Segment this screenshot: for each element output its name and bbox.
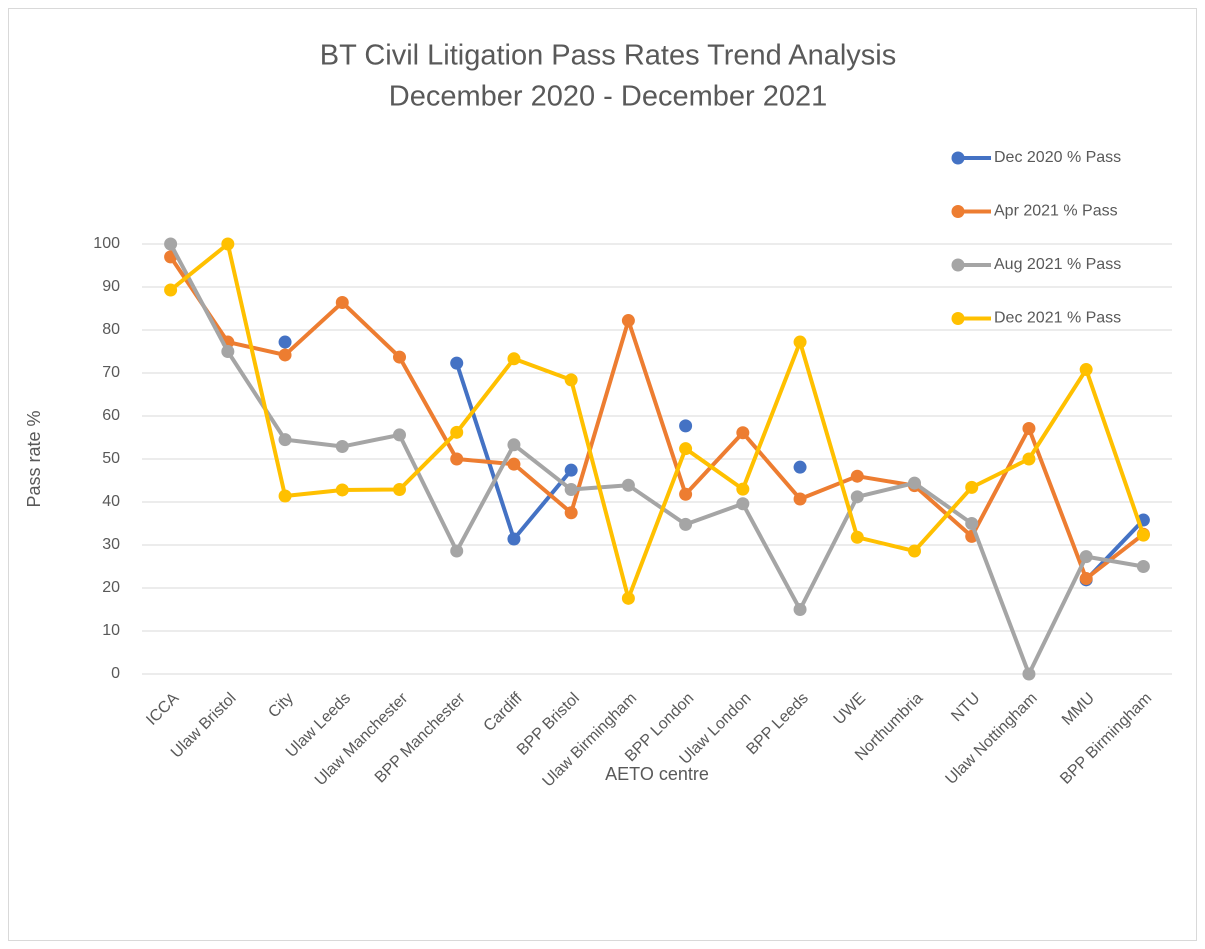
legend-label: Aug 2021 % Pass — [994, 256, 1121, 273]
data-point — [621, 478, 635, 492]
data-point — [564, 506, 578, 520]
data-point — [564, 483, 578, 497]
legend-marker — [951, 312, 965, 325]
data-point — [1079, 550, 1093, 564]
data-point — [1136, 560, 1150, 573]
series-line — [168, 243, 1144, 676]
y-tick-label: 90 — [102, 278, 120, 295]
y-tick-label: 30 — [102, 536, 120, 553]
y-tick-label: 10 — [102, 622, 120, 639]
data-point — [278, 348, 292, 362]
legend-marker — [951, 151, 965, 165]
data-point — [621, 314, 635, 328]
data-point — [393, 428, 406, 442]
data-point — [850, 469, 864, 483]
data-point — [564, 373, 578, 387]
data-point — [736, 426, 750, 440]
legend-label: Dec 2021 % Pass — [994, 310, 1121, 327]
legend-label: Apr 2021 % Pass — [994, 203, 1118, 220]
data-point — [507, 532, 521, 546]
data-point — [507, 438, 521, 452]
legend-label: Dec 2020 % Pass — [994, 149, 1121, 166]
y-tick-label: 80 — [102, 321, 120, 338]
legend-marker — [951, 205, 965, 218]
data-point — [1079, 572, 1093, 586]
data-point — [450, 544, 464, 558]
data-point — [679, 517, 693, 531]
x-axis-title: AETO centre — [605, 764, 709, 784]
data-point — [1022, 421, 1036, 435]
data-point — [278, 433, 292, 447]
data-point — [450, 425, 464, 439]
data-point — [1079, 363, 1093, 377]
data-point — [393, 350, 406, 364]
data-point — [450, 356, 464, 370]
y-tick-label: 50 — [102, 450, 120, 467]
data-point — [1136, 528, 1150, 542]
data-point — [164, 283, 178, 297]
data-point — [335, 440, 349, 454]
chart-subtitle: December 2020 - December 2021 — [389, 81, 827, 113]
y-tick-label: 20 — [102, 579, 120, 596]
data-point — [850, 490, 864, 504]
y-axis-title: Pass rate % — [24, 410, 44, 507]
data-point — [278, 489, 292, 503]
data-point — [793, 335, 807, 349]
legend-marker — [951, 258, 965, 272]
data-point — [679, 419, 693, 433]
data-point — [908, 544, 921, 558]
data-point — [1022, 667, 1036, 681]
data-point — [221, 345, 235, 358]
data-point — [679, 442, 693, 456]
y-tick-label: 40 — [102, 493, 120, 510]
data-point — [393, 483, 406, 497]
data-point — [278, 335, 292, 349]
data-point — [850, 530, 864, 544]
data-point — [965, 517, 979, 530]
data-point — [793, 603, 807, 616]
data-point — [908, 476, 921, 490]
data-point — [507, 457, 521, 471]
data-point — [793, 492, 807, 506]
data-point — [1022, 452, 1036, 466]
y-tick-label: 70 — [102, 364, 120, 381]
series-line — [169, 242, 1146, 601]
data-point — [507, 352, 521, 366]
y-tick-label: 100 — [93, 235, 120, 252]
series-line — [168, 255, 1145, 581]
data-point — [793, 460, 807, 474]
y-tick-label: 0 — [111, 665, 120, 682]
data-point — [335, 483, 349, 497]
y-tick-label: 60 — [102, 407, 120, 424]
data-point — [965, 480, 979, 494]
data-point — [450, 452, 464, 466]
data-point — [164, 237, 178, 251]
data-point — [564, 463, 578, 477]
data-point — [679, 487, 693, 501]
data-point — [736, 482, 750, 496]
data-point — [221, 237, 235, 251]
data-point — [621, 591, 635, 605]
data-point — [736, 497, 750, 511]
chart-title: BT Civil Litigation Pass Rates Trend Ana… — [320, 40, 897, 72]
data-point — [335, 295, 349, 309]
